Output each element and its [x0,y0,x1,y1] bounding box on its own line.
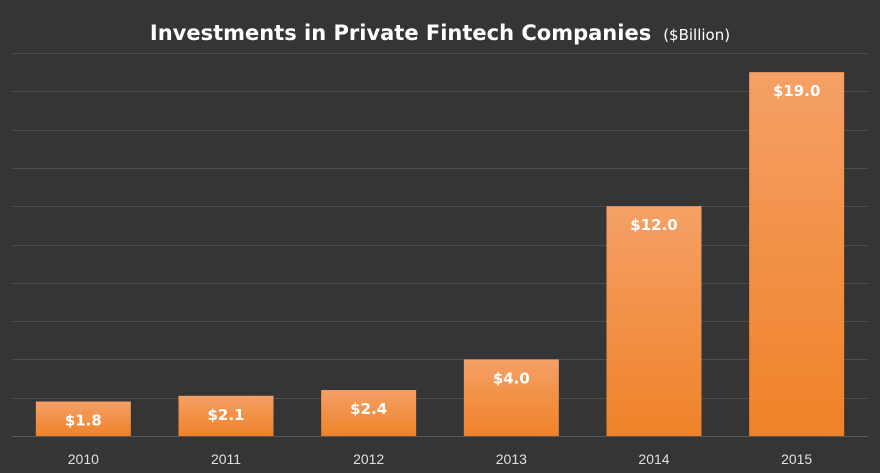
data-label-2012: $2.4 [350,400,387,418]
bar-2015 [749,72,845,437]
data-labels: $1.8 $2.1 $2.4 $4.0 $12.0 $19.0 [65,82,821,429]
data-label-2014: $12.0 [630,216,677,234]
bar-2012 [321,390,417,436]
data-label-2010: $1.8 [65,412,102,430]
chart-title: Investments in Private Fintech Companies… [150,21,730,45]
x-axis-ticks: 2010 2011 2012 2013 2014 2015 [68,451,813,467]
chart-title-main: Investments in Private Fintech Companies [150,21,651,45]
bar-2013 [463,359,559,436]
bar-2010 [35,401,131,436]
data-label-2013: $4.0 [493,369,530,387]
gridlines [12,53,868,437]
x-tick-label-2012: 2012 [353,451,384,467]
chart-title-unit: ($Billion) [663,26,730,44]
data-label-2011: $2.1 [207,406,244,424]
bar-2014 [606,206,702,436]
x-tick-label-2015: 2015 [781,451,812,467]
bar-2011 [178,395,274,436]
x-tick-label-2011: 2011 [211,451,241,467]
bars [35,72,845,437]
data-label-2015: $19.0 [773,82,820,100]
x-tick-label-2010: 2010 [68,451,99,467]
x-tick-label-2014: 2014 [638,451,669,467]
x-tick-label-2013: 2013 [496,451,527,467]
